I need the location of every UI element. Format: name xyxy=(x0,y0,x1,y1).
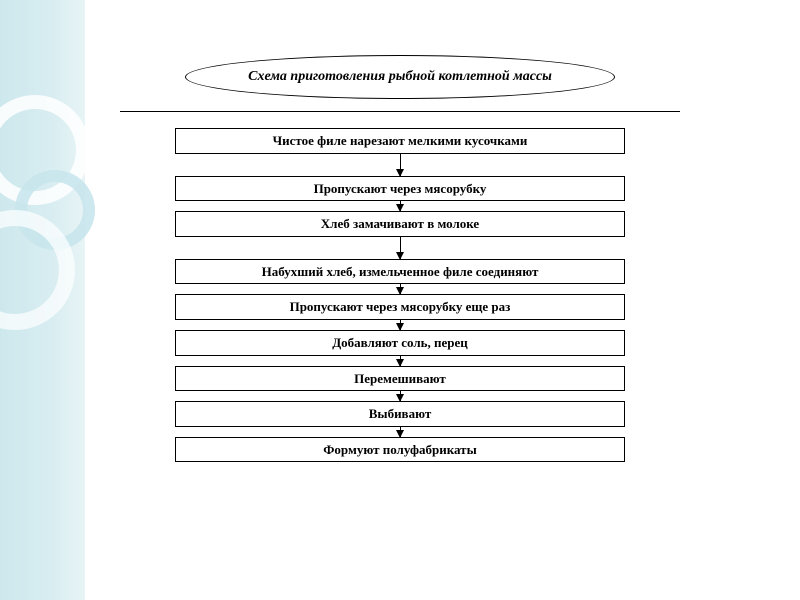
step-label: Чистое филе нарезают мелкими кусочками xyxy=(273,133,528,148)
step-label: Выбивают xyxy=(369,406,431,421)
step-label: Набухший хлеб, измельченное филе соединя… xyxy=(262,264,539,279)
step-box: Пропускают через мясорубку xyxy=(175,176,625,202)
step-label: Пропускают через мясорубку xyxy=(314,181,487,196)
step-box: Выбивают xyxy=(175,401,625,427)
step-box: Набухший хлеб, измельченное филе соединя… xyxy=(175,259,625,285)
step-box: Чистое филе нарезают мелкими кусочками xyxy=(175,128,625,154)
arrow-down-icon xyxy=(400,201,401,211)
steps-container: Чистое филе нарезают мелкими кусочками Пр… xyxy=(175,128,625,462)
step-label: Перемешивают xyxy=(354,371,446,386)
step-box: Пропускают через мясорубку еще раз xyxy=(175,294,625,320)
step-box: Хлеб замачивают в молоке xyxy=(175,211,625,237)
arrow-down-icon xyxy=(400,356,401,366)
arrow-down-icon xyxy=(400,320,401,330)
title-text: Схема приготовления рыбной котлетной мас… xyxy=(248,69,552,85)
flowchart-title: Схема приготовления рыбной котлетной мас… xyxy=(185,55,615,99)
arrow-down-icon xyxy=(400,284,401,294)
arrow-down-icon xyxy=(400,154,401,176)
step-label: Хлеб замачивают в молоке xyxy=(321,216,479,231)
arrow-down-icon xyxy=(400,391,401,401)
step-box: Перемешивают xyxy=(175,366,625,392)
step-label: Пропускают через мясорубку еще раз xyxy=(290,299,511,314)
step-label: Добавляют соль, перец xyxy=(332,335,468,350)
step-box: Добавляют соль, перец xyxy=(175,330,625,356)
divider-line xyxy=(120,111,680,112)
arrow-down-icon xyxy=(400,237,401,259)
step-label: Формуют полуфабрикаты xyxy=(323,442,476,457)
step-box: Формуют полуфабрикаты xyxy=(175,437,625,463)
arrow-down-icon xyxy=(400,427,401,437)
flowchart-content: Схема приготовления рыбной котлетной мас… xyxy=(0,0,800,600)
